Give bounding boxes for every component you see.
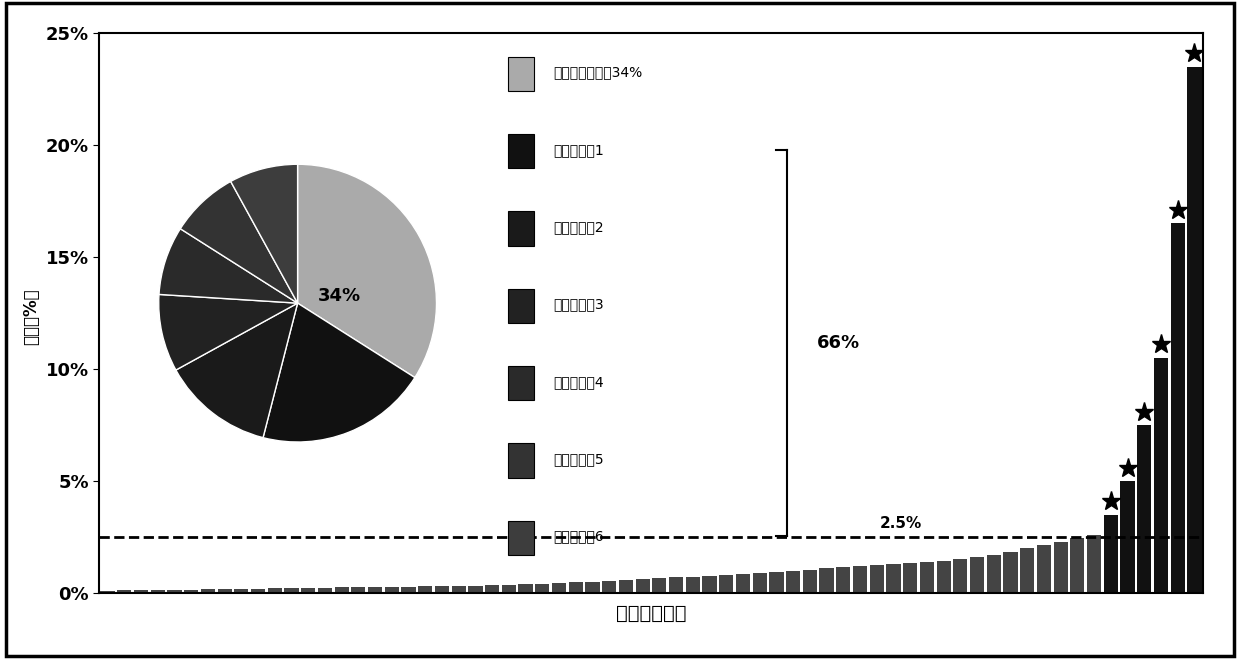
Bar xyxy=(1137,425,1152,593)
Bar xyxy=(668,577,683,593)
Wedge shape xyxy=(176,303,298,438)
Bar xyxy=(150,590,165,593)
Bar xyxy=(502,585,516,593)
Text: 高含量成分5: 高含量成分5 xyxy=(553,452,604,466)
Bar xyxy=(970,558,985,593)
Text: 2.5%: 2.5% xyxy=(880,516,923,531)
Bar xyxy=(100,591,114,593)
Bar xyxy=(117,590,131,593)
Bar xyxy=(485,585,500,593)
Text: 高含量成分4: 高含量成分4 xyxy=(553,375,604,389)
Bar xyxy=(887,564,900,593)
Bar xyxy=(802,569,817,593)
Bar xyxy=(1037,545,1052,593)
Bar xyxy=(719,575,733,593)
Bar xyxy=(301,588,315,593)
Bar xyxy=(351,587,366,593)
Bar xyxy=(987,555,1001,593)
Bar xyxy=(786,571,800,593)
Bar xyxy=(920,561,934,593)
Bar xyxy=(552,583,567,593)
Bar xyxy=(585,582,600,593)
Text: 高含量成分3: 高含量成分3 xyxy=(553,297,604,312)
Bar xyxy=(820,569,833,593)
Text: 34%: 34% xyxy=(317,287,361,305)
Bar xyxy=(335,588,348,593)
Bar xyxy=(686,577,699,593)
Bar xyxy=(702,575,717,593)
Bar xyxy=(1054,542,1068,593)
Bar xyxy=(1087,535,1101,593)
Text: 高含量成分2: 高含量成分2 xyxy=(553,220,604,234)
Bar xyxy=(1003,552,1018,593)
Bar xyxy=(936,561,951,593)
Bar xyxy=(368,587,382,593)
Text: 高含量成分1: 高含量成分1 xyxy=(553,143,604,157)
Bar xyxy=(384,587,399,593)
FancyBboxPatch shape xyxy=(508,134,534,168)
Bar xyxy=(1121,481,1135,593)
FancyBboxPatch shape xyxy=(508,366,534,400)
Wedge shape xyxy=(159,295,298,370)
Bar xyxy=(954,559,967,593)
Bar xyxy=(1021,548,1034,593)
FancyBboxPatch shape xyxy=(508,289,534,323)
Bar xyxy=(217,589,232,593)
Wedge shape xyxy=(159,229,298,303)
Bar xyxy=(134,590,148,593)
FancyBboxPatch shape xyxy=(508,521,534,555)
Wedge shape xyxy=(263,303,415,442)
Bar xyxy=(451,586,466,593)
Bar xyxy=(1104,515,1118,593)
Bar xyxy=(1070,538,1085,593)
Bar xyxy=(836,567,851,593)
Bar xyxy=(284,588,299,593)
Bar xyxy=(536,584,549,593)
Bar xyxy=(435,586,449,593)
Bar xyxy=(903,563,918,593)
FancyBboxPatch shape xyxy=(508,57,534,91)
Bar xyxy=(853,566,867,593)
FancyBboxPatch shape xyxy=(508,212,534,246)
X-axis label: 含量由低到高: 含量由低到高 xyxy=(616,604,686,623)
Bar xyxy=(469,586,482,593)
Bar xyxy=(1188,67,1202,593)
Bar xyxy=(234,589,248,593)
Text: 含量（%）: 含量（%） xyxy=(22,288,40,345)
Bar xyxy=(402,587,415,593)
Bar xyxy=(569,583,583,593)
Bar xyxy=(317,588,332,593)
Wedge shape xyxy=(180,181,298,303)
Bar xyxy=(769,572,784,593)
Wedge shape xyxy=(231,164,298,303)
FancyBboxPatch shape xyxy=(508,444,534,478)
Bar xyxy=(1171,223,1185,593)
Bar xyxy=(268,588,281,593)
Bar xyxy=(753,573,766,593)
Bar xyxy=(636,579,650,593)
Bar xyxy=(518,585,533,593)
Bar xyxy=(184,590,198,593)
Bar xyxy=(250,588,265,593)
Bar xyxy=(201,589,215,593)
Bar xyxy=(735,574,750,593)
Text: 高含量成分6: 高含量成分6 xyxy=(553,529,604,544)
Bar xyxy=(418,587,433,593)
Bar xyxy=(619,580,634,593)
Bar xyxy=(603,581,616,593)
Bar xyxy=(652,579,666,593)
Text: 66%: 66% xyxy=(817,334,861,352)
Bar xyxy=(869,565,884,593)
Bar xyxy=(1154,358,1168,593)
Bar xyxy=(167,590,181,593)
Text: 低含量成分总和34%: 低含量成分总和34% xyxy=(553,65,642,80)
Wedge shape xyxy=(298,164,436,378)
